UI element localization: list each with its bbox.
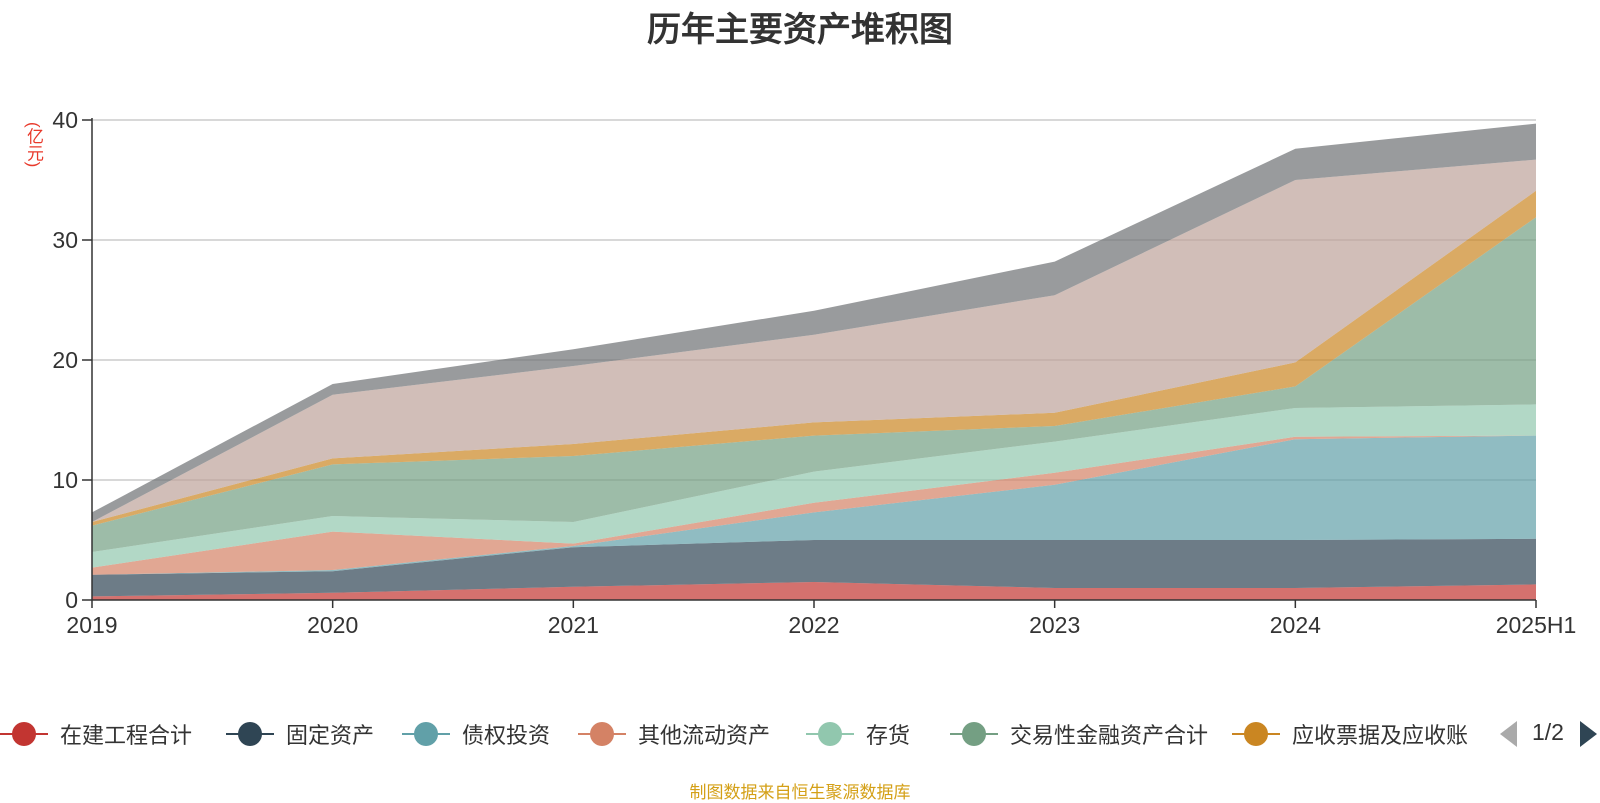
stacked-area-chart: 0 10 20 30 40 2019 2020 2021 2022 2023 2024 2025H1 (52, 107, 1576, 638)
legend-item-1[interactable]: 在建工程合计 (0, 716, 192, 752)
legend-page-info: 1/2 (1532, 719, 1564, 745)
x-tick-label-2025H1: 2025H1 (1496, 612, 1577, 638)
legend-item-7[interactable]: 应收票据及应收账 (1232, 716, 1468, 752)
legend-item-5[interactable]: 存货 (806, 716, 910, 752)
legend-item-3[interactable]: 债权投资 (402, 716, 550, 752)
legend-label: 应收票据及应收账 (1292, 723, 1469, 748)
chart-title: 历年主要资产堆积图 (647, 11, 953, 49)
legend-label: 存货 (866, 723, 911, 748)
legend-label: 固定资产 (286, 723, 375, 748)
y-tick-label-20: 20 (52, 347, 78, 373)
y-tick-label-30: 30 (52, 227, 78, 253)
area-series-9 (92, 123, 1536, 522)
y-tick-label-40: 40 (52, 107, 78, 133)
legend-symbol-icon (0, 716, 48, 752)
x-tick-label-2020: 2020 (307, 612, 358, 638)
area-series-3 (92, 435, 1536, 575)
legend-symbol-icon (578, 716, 626, 752)
legend: 在建工程合计 固定资产 债权投资 其他流动资产 存货 交易性金融资产合计 应收票据及应收账 (0, 716, 1600, 752)
axes: 0 10 20 30 40 2019 2020 2021 2022 2023 2024 2025H1 (52, 107, 1576, 638)
area-series-6 (92, 217, 1536, 552)
area-series-4 (92, 435, 1536, 575)
y-axis-unit-label: (亿元) (24, 122, 43, 168)
area-series-8 (92, 159, 1536, 522)
legend-symbol-icon (402, 716, 450, 752)
legend-label: 在建工程合计 (60, 723, 193, 748)
legend-symbol-icon (950, 716, 998, 752)
legend-label: 其他流动资产 (638, 723, 771, 748)
x-tick-label-2021: 2021 (548, 612, 599, 638)
legend-item-6[interactable]: 交易性金融资产合计 (950, 716, 1208, 752)
area-series-2 (92, 538, 1536, 597)
legend-item-4[interactable]: 其他流动资产 (578, 716, 770, 752)
legend-label: 债权投资 (462, 723, 551, 748)
x-tick-label-2024: 2024 (1270, 612, 1321, 638)
area-series-5 (92, 404, 1536, 568)
area-series-1 (92, 582, 1536, 600)
legend-item-2[interactable]: 固定资产 (226, 716, 374, 752)
legend-pager: 1/2 (1498, 716, 1600, 752)
legend-prev-page-icon[interactable] (1500, 721, 1517, 747)
legend-symbol-icon (806, 716, 854, 752)
legend-next-page-icon[interactable] (1580, 721, 1597, 747)
x-tick-label-2023: 2023 (1029, 612, 1080, 638)
area-series (92, 123, 1536, 600)
legend-label: 交易性金融资产合计 (1010, 723, 1209, 748)
x-tick-label-2022: 2022 (788, 612, 839, 638)
y-tick-label-10: 10 (52, 467, 78, 493)
x-tick-label-2019: 2019 (66, 612, 117, 638)
y-tick-label-0: 0 (65, 587, 78, 613)
legend-symbol-icon (1232, 716, 1280, 752)
data-source-note: 制图数据来自恒生聚源数据库 (689, 783, 911, 802)
legend-symbol-icon (226, 716, 274, 752)
